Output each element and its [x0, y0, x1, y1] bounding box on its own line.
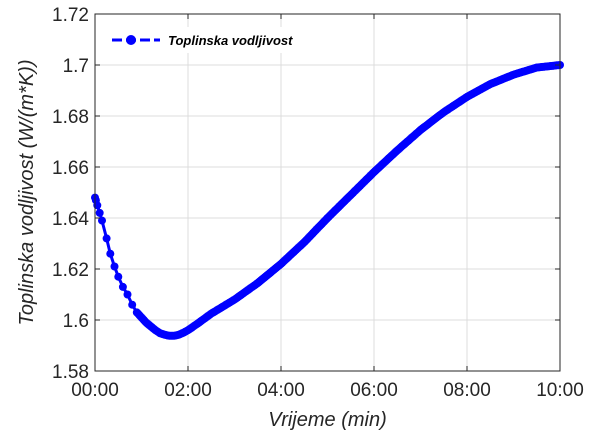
- plot-frame: [94, 13, 561, 372]
- data-point: [118, 282, 127, 291]
- x-tick-label: 00:00: [71, 380, 119, 401]
- x-tick-label: 08:00: [443, 380, 491, 401]
- legend-label: Toplinska vodljivost: [168, 33, 293, 48]
- data-point: [114, 272, 123, 281]
- grid: [95, 14, 560, 371]
- x-tick-label: 02:00: [164, 380, 212, 401]
- x-tick-label: 06:00: [350, 380, 398, 401]
- y-tick-label: 1.62: [52, 260, 89, 281]
- data-point: [102, 234, 111, 243]
- data-point: [98, 216, 106, 225]
- data-point: [95, 208, 104, 217]
- y-axis-label: Toplinska vodljivost (W/(m*K)): [16, 60, 38, 326]
- legend-box: [104, 27, 318, 53]
- ticks: 1.58 1.6 1.62 1.64 1.66 1.68 1.7 1.72 00:00 02:00…: [52, 5, 584, 401]
- series-layer: [91, 61, 564, 340]
- data-point: [106, 249, 115, 258]
- x-tick-label: 10:00: [536, 380, 584, 401]
- y-tick-label: 1.58: [52, 362, 89, 383]
- data-point: [123, 290, 132, 299]
- y-tick-label: 1.64: [52, 209, 89, 230]
- y-tick-label: 1.6: [63, 311, 89, 332]
- legend-marker-sample: [126, 35, 136, 45]
- y-tick-label: 1.72: [52, 5, 89, 26]
- data-point: [128, 300, 137, 309]
- data-point: [110, 262, 119, 271]
- x-tick-label: 04:00: [257, 380, 305, 401]
- x-axis-label: Vrijeme (min): [268, 409, 387, 431]
- y-tick-label: 1.66: [52, 158, 89, 179]
- plot-background: [95, 14, 560, 371]
- y-tick-label: 1.7: [63, 56, 89, 77]
- legend: Toplinska vodljivost: [104, 27, 318, 53]
- y-tick-label: 1.68: [52, 107, 89, 128]
